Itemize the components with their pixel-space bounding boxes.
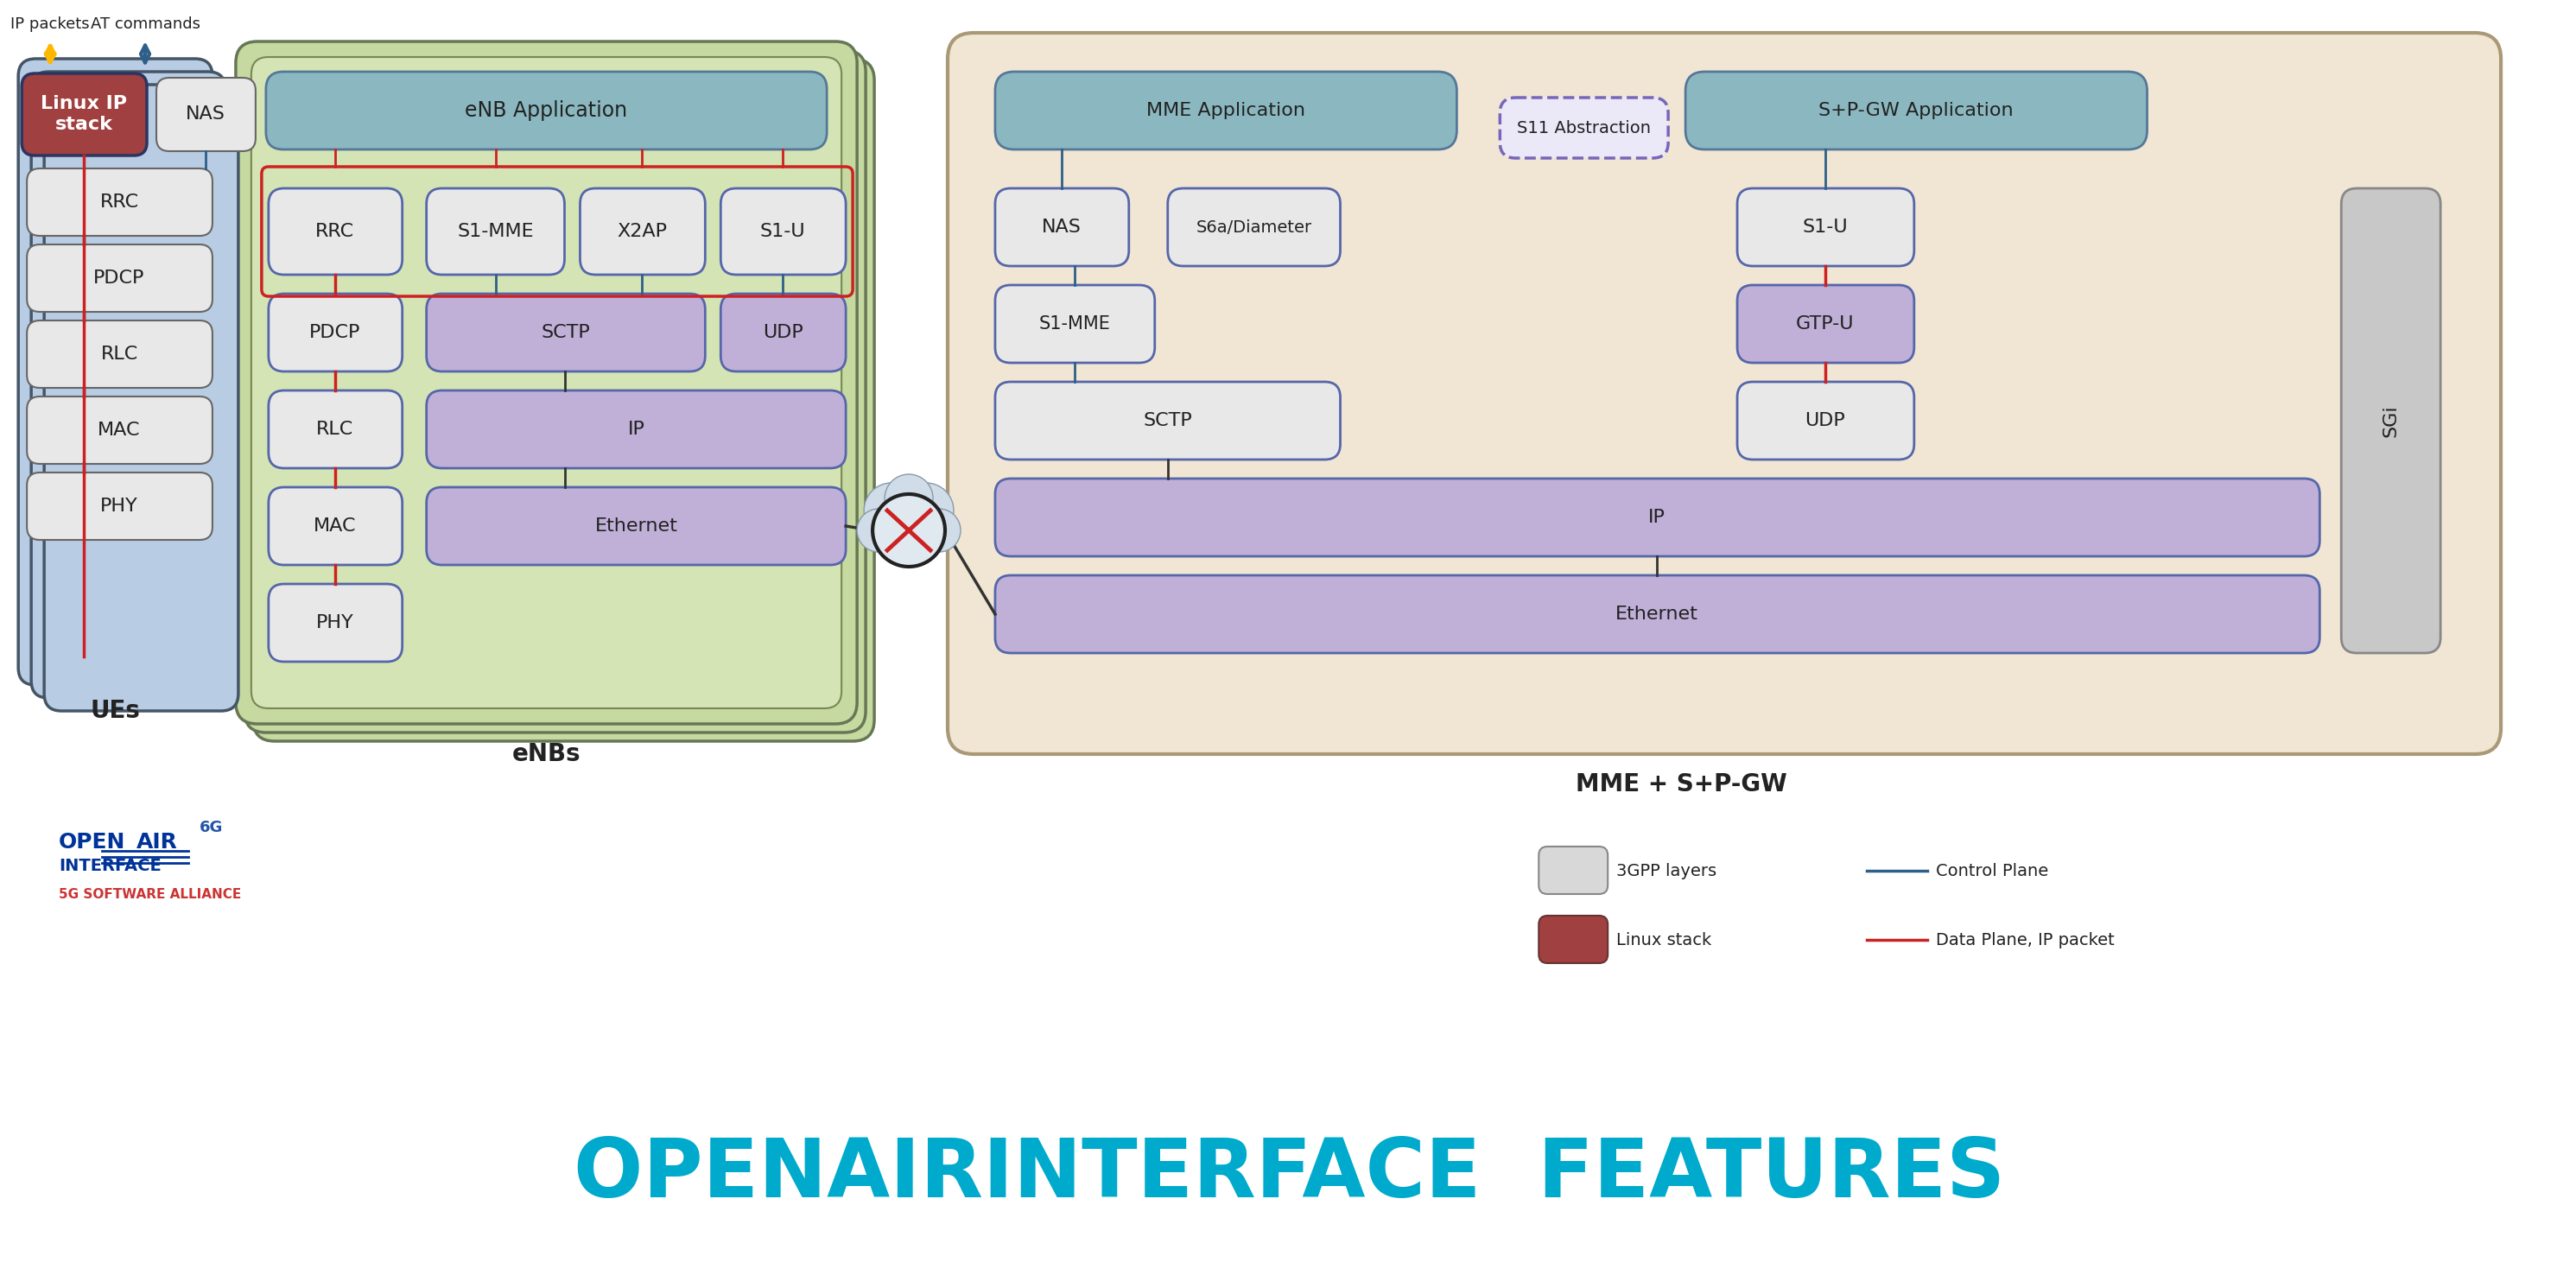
Text: SCTP: SCTP [541,324,590,342]
Text: Linux IP
stack: Linux IP stack [41,96,126,133]
FancyBboxPatch shape [26,245,211,312]
Text: MME + S+P-GW: MME + S+P-GW [1577,773,1788,797]
FancyBboxPatch shape [428,390,845,468]
FancyBboxPatch shape [268,390,402,468]
FancyBboxPatch shape [18,59,211,685]
Circle shape [873,495,945,566]
FancyBboxPatch shape [26,168,211,236]
FancyBboxPatch shape [268,293,402,371]
Text: Ethernet: Ethernet [1615,606,1698,622]
FancyBboxPatch shape [268,487,402,565]
Text: Linux stack: Linux stack [1615,932,1710,949]
FancyBboxPatch shape [26,320,211,388]
FancyBboxPatch shape [26,397,211,464]
FancyBboxPatch shape [721,293,845,371]
FancyBboxPatch shape [994,71,1458,149]
Text: OPENAIRINTERFACE  FEATURES: OPENAIRINTERFACE FEATURES [574,1135,2004,1215]
Text: RLC: RLC [100,346,139,363]
Text: SGi: SGi [2383,404,2398,437]
Text: Control Plane: Control Plane [1935,862,2048,878]
FancyBboxPatch shape [1499,98,1669,158]
Text: S1-MME: S1-MME [456,223,533,240]
Text: IP packets: IP packets [10,17,90,32]
FancyBboxPatch shape [252,57,842,709]
Text: MAC: MAC [314,518,355,534]
Text: PDCP: PDCP [93,269,144,287]
Circle shape [899,483,953,538]
FancyBboxPatch shape [1685,71,2148,149]
Text: NAS: NAS [185,106,224,122]
Circle shape [858,509,899,552]
Text: UDP: UDP [1806,412,1844,430]
Text: PDCP: PDCP [309,324,361,342]
FancyBboxPatch shape [237,42,858,724]
FancyBboxPatch shape [265,71,827,149]
Text: AT commands: AT commands [90,17,201,32]
FancyBboxPatch shape [428,487,845,565]
Text: RLC: RLC [317,421,353,437]
FancyBboxPatch shape [428,189,564,274]
FancyBboxPatch shape [994,575,2321,653]
FancyBboxPatch shape [1736,381,1914,459]
Text: PHY: PHY [100,497,139,515]
Text: GTP-U: GTP-U [1795,315,1855,333]
Text: MME Application: MME Application [1146,102,1306,119]
FancyBboxPatch shape [580,189,706,274]
Circle shape [917,509,961,552]
Text: UDP: UDP [762,324,804,342]
Circle shape [863,483,920,538]
Text: PHY: PHY [317,615,353,631]
Text: Ethernet: Ethernet [595,518,677,534]
Text: S1-U: S1-U [760,223,806,240]
Text: 3GPP layers: 3GPP layers [1615,862,1716,878]
Text: S1-MME: S1-MME [1038,315,1110,333]
FancyBboxPatch shape [428,293,706,371]
FancyBboxPatch shape [1538,915,1607,963]
FancyBboxPatch shape [721,189,845,274]
FancyBboxPatch shape [252,59,873,741]
Text: S11 Abstraction: S11 Abstraction [1517,120,1651,136]
FancyBboxPatch shape [2342,189,2439,653]
FancyBboxPatch shape [948,33,2501,754]
Text: AIR: AIR [137,831,178,853]
Circle shape [884,474,933,523]
Text: 6G: 6G [198,820,224,835]
Text: Data Plane, IP packet: Data Plane, IP packet [1935,932,2115,949]
Text: OPEN: OPEN [59,831,126,853]
FancyBboxPatch shape [31,71,224,697]
Text: UEs: UEs [90,699,139,723]
Text: IP: IP [1649,509,1667,527]
FancyBboxPatch shape [1736,286,1914,363]
FancyBboxPatch shape [268,189,402,274]
Text: S1-U: S1-U [1803,218,1847,236]
FancyBboxPatch shape [268,584,402,662]
Text: INTERFACE: INTERFACE [59,857,162,873]
FancyBboxPatch shape [1538,847,1607,894]
FancyBboxPatch shape [1736,189,1914,266]
Text: RRC: RRC [314,223,355,240]
Text: S6a/Diameter: S6a/Diameter [1195,219,1311,236]
FancyBboxPatch shape [1167,189,1340,266]
Text: X2AP: X2AP [618,223,667,240]
FancyBboxPatch shape [157,78,255,152]
Text: IP: IP [629,421,644,437]
FancyBboxPatch shape [994,286,1154,363]
FancyBboxPatch shape [994,189,1128,266]
FancyBboxPatch shape [44,84,240,711]
Text: 5G SOFTWARE ALLIANCE: 5G SOFTWARE ALLIANCE [59,887,242,900]
FancyBboxPatch shape [26,473,211,539]
Text: RRC: RRC [100,194,139,210]
Text: eNB Application: eNB Application [466,101,629,121]
Text: SCTP: SCTP [1144,412,1193,430]
Text: NAS: NAS [1041,218,1082,236]
FancyBboxPatch shape [245,50,866,733]
Text: eNBs: eNBs [513,742,580,766]
FancyBboxPatch shape [21,74,147,156]
Text: MAC: MAC [98,422,142,439]
FancyBboxPatch shape [994,381,1340,459]
Text: S+P-GW Application: S+P-GW Application [1819,102,2014,119]
FancyBboxPatch shape [994,478,2321,556]
